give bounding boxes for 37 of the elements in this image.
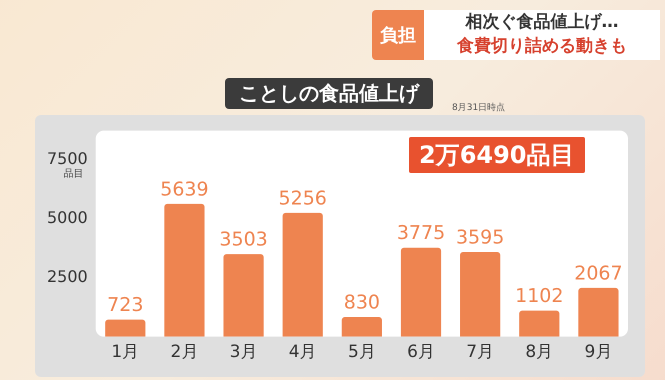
x-tick-label: 1月 bbox=[111, 342, 140, 362]
x-tick-label: 7月 bbox=[466, 342, 494, 362]
y-tick-label: 2500 bbox=[47, 266, 88, 286]
bar bbox=[282, 212, 323, 337]
data-label: 3775 bbox=[396, 222, 446, 244]
data-label: 5639 bbox=[160, 178, 209, 200]
bar bbox=[460, 252, 500, 337]
annotation: 2万6490品目 bbox=[407, 135, 586, 175]
chart-title: ことしの食品値上げ bbox=[225, 78, 433, 109]
text: 相次ぐ食品値上げ… bbox=[464, 11, 620, 34]
x-tick-label: 4月 bbox=[288, 342, 317, 362]
bar bbox=[342, 317, 382, 337]
x-tick-label: 6月 bbox=[407, 342, 435, 362]
y-axis-title: 品目 bbox=[64, 168, 84, 180]
data-label: 5256 bbox=[278, 187, 327, 210]
bar bbox=[105, 320, 146, 337]
bar bbox=[519, 310, 560, 337]
x-tick-label: 9月 bbox=[584, 342, 612, 362]
data-label: 1102 bbox=[515, 285, 564, 308]
x-tick-label: 5月 bbox=[348, 342, 376, 362]
data-label: 3503 bbox=[219, 228, 268, 251]
text: 負担 bbox=[372, 10, 424, 60]
data-label: 830 bbox=[344, 291, 380, 314]
x-tick-label: 2月 bbox=[170, 342, 198, 362]
data-label: 3595 bbox=[456, 226, 504, 248]
y-tick-label: 7500 bbox=[47, 149, 88, 168]
x-tick-label: 3月 bbox=[230, 342, 258, 362]
text: 食費切り詰める動きも bbox=[456, 35, 628, 58]
data-label: 723 bbox=[107, 294, 144, 316]
text: 8月31日時点 bbox=[452, 102, 506, 114]
bar bbox=[223, 254, 264, 337]
bar bbox=[400, 248, 442, 337]
bar bbox=[578, 288, 619, 337]
y-tick-label: 5000 bbox=[47, 208, 88, 228]
data-label: 2067 bbox=[574, 262, 623, 284]
x-tick-label: 8月 bbox=[525, 342, 554, 362]
bar bbox=[164, 204, 205, 337]
